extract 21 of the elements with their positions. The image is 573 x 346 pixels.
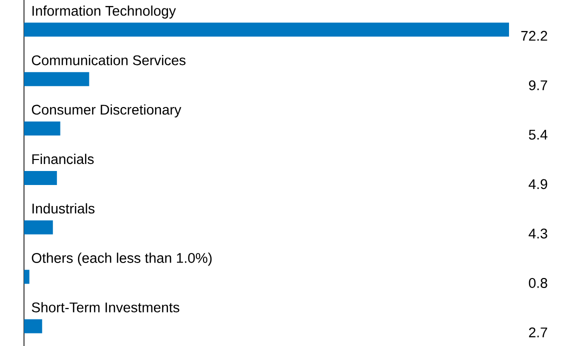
y-tick-label: Industrials	[32, 203, 94, 214]
y-tick-label: Short-Term Investments	[32, 302, 180, 312]
data-label: 5.4	[528, 130, 548, 140]
y-tick-label: Financials	[32, 154, 94, 164]
bar	[24, 22, 510, 37]
data-label: 2.7	[529, 327, 548, 338]
bar	[24, 270, 30, 284]
y-tick-label: Others (each less than 1.0%)	[32, 252, 212, 266]
bar	[24, 170, 57, 185]
y-tick-label: Consumer Discretionary	[32, 104, 182, 118]
data-label: 0.8	[528, 278, 548, 288]
data-label: 72.2	[521, 30, 548, 41]
bar	[24, 220, 53, 234]
bar	[24, 319, 42, 334]
data-label: 9.7	[529, 80, 548, 90]
y-tick-label: Information Technology	[32, 6, 176, 19]
bar	[24, 72, 90, 86]
data-label: 4.3	[528, 228, 548, 239]
bar	[24, 122, 60, 136]
y-tick-label: Communication Services	[32, 54, 186, 66]
data-label: 4.9	[528, 179, 548, 190]
